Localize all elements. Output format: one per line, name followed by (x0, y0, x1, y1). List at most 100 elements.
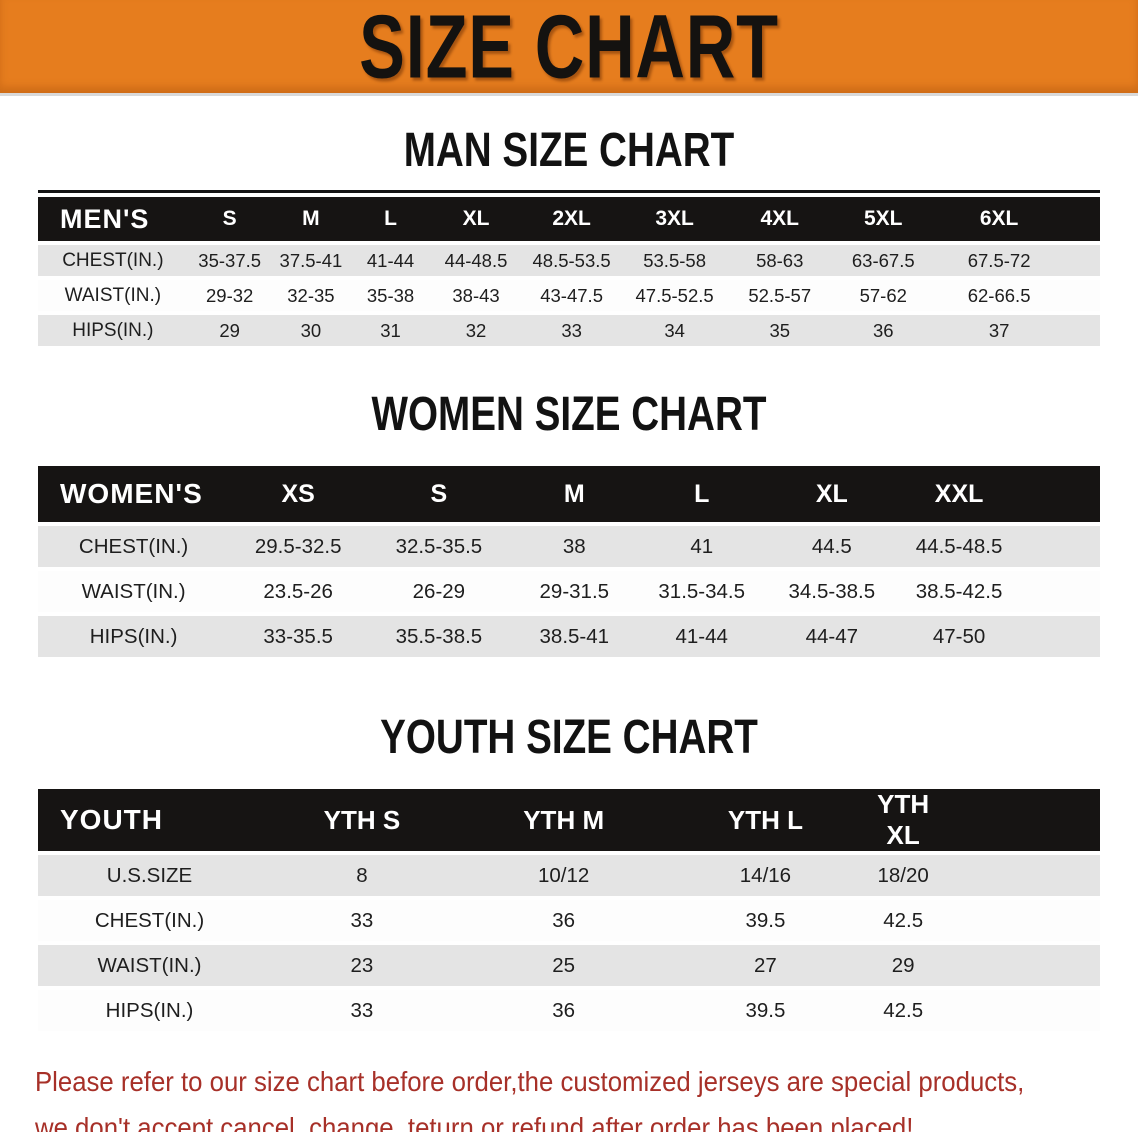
measurement-cell: 38.5-41 (510, 616, 638, 657)
measurement-cell: 41-44 (350, 245, 431, 276)
section-men: MAN SIZE CHART MEN'S S M L XL 2XL 3XL 4XL 5XL 6XL… (0, 125, 1138, 350)
table-row: HIPS(IN.) 33-35.5 35.5-38.5 38.5-41 41-44 44-… (38, 616, 1100, 657)
row-label-cell: U.S.SIZE (38, 855, 262, 896)
measurement-cell: 29 (866, 945, 1100, 986)
measurement-cell: 29-31.5 (510, 571, 638, 612)
disclaimer-line-2: we don't accept cancel, change, teturn o… (34, 1112, 914, 1132)
table-row: HIPS(IN.) 33 36 39.5 42.5 (38, 990, 1100, 1031)
size-column-header: M (271, 197, 351, 241)
section-youth: YOUTH SIZE CHART YOUTH YTH S YTH M YTH L YTH… (0, 708, 1138, 1035)
measurement-cell: 41 (638, 526, 766, 567)
measurement-cell: 34.5-38.5 (765, 571, 899, 612)
men-size-table: MEN'S S M L XL 2XL 3XL 4XL 5XL 6XL CHEST(IN.) 35-37… (38, 190, 1100, 350)
size-column-header: 3XL (622, 197, 728, 241)
measurement-cell: 8 (261, 855, 463, 896)
size-column-header: S (187, 197, 272, 241)
table-row: WAIST(IN.) 29-32 32-35 35-38 38-43 43-47.5 47.… (38, 280, 1100, 311)
measurement-cell: 41-44 (638, 616, 766, 657)
measurement-cell: 14/16 (664, 855, 867, 896)
measurement-cell: 10/12 (462, 855, 665, 896)
table-row: WAIST(IN.) 23 25 27 29 (38, 945, 1100, 986)
table-row: CHEST(IN.) 33 36 39.5 42.5 (38, 900, 1100, 941)
measurement-cell: 38 (510, 526, 638, 567)
measurement-cell: 33-35.5 (229, 616, 368, 657)
row-label-cell: WAIST(IN.) (38, 280, 188, 311)
row-label-cell: HIPS(IN.) (38, 616, 230, 657)
measurement-cell: 31 (350, 315, 431, 346)
row-label-cell: CHEST(IN.) (38, 526, 230, 567)
size-column-header: XL (765, 466, 899, 522)
measurement-cell: 23.5-26 (229, 571, 368, 612)
measurement-cell: 37.5-41 (271, 245, 351, 276)
row-label-cell: WAIST(IN.) (38, 571, 230, 612)
measurement-cell: 33 (521, 315, 623, 346)
measurement-cell: 44-47 (765, 616, 899, 657)
measurement-cell: 35-37.5 (187, 245, 272, 276)
measurement-cell: 48.5-53.5 (521, 245, 623, 276)
size-column-header: 4XL (727, 197, 833, 241)
measurement-cell: 18/20 (866, 855, 1100, 896)
measurement-cell: 32.5-35.5 (367, 526, 511, 567)
youth-section-heading: YOUTH SIZE CHART (380, 708, 758, 764)
size-column-header: M (510, 466, 638, 522)
table-header-row: YOUTH YTH S YTH M YTH L YTH XL (38, 789, 1100, 851)
measurement-cell: 36 (832, 315, 935, 346)
measurement-cell: 25 (462, 945, 665, 986)
measurement-cell: 27 (664, 945, 867, 986)
table-row: HIPS(IN.) 29 30 31 32 33 34 35 36 37 (38, 315, 1100, 346)
measurement-cell: 23 (261, 945, 463, 986)
size-column-header: S (367, 466, 511, 522)
size-column-header: 6XL (934, 197, 1100, 241)
measurement-cell: 29-32 (187, 280, 272, 311)
measurement-cell: 35.5-38.5 (367, 616, 511, 657)
size-column-header: XXL (898, 466, 1100, 522)
size-column-header: L (350, 197, 431, 241)
size-column-header: YTH M (462, 789, 665, 851)
row-label-cell: HIPS(IN.) (38, 315, 188, 346)
measurement-cell: 47-50 (898, 616, 1100, 657)
size-column-header: 5XL (832, 197, 935, 241)
measurement-cell: 58-63 (727, 245, 833, 276)
measurement-cell: 63-67.5 (832, 245, 935, 276)
row-label-cell: WAIST(IN.) (38, 945, 262, 986)
disclaimer: Please refer to our size chart before or… (0, 1059, 1047, 1132)
measurement-cell: 44-48.5 (430, 245, 522, 276)
table-title-cell: MEN'S (38, 197, 188, 241)
disclaimer-line-1: Please refer to our size chart before or… (34, 1066, 1025, 1097)
row-label-cell: CHEST(IN.) (38, 900, 262, 941)
measurement-cell: 53.5-58 (622, 245, 728, 276)
table-header-row: MEN'S S M L XL 2XL 3XL 4XL 5XL 6XL (38, 197, 1100, 241)
size-column-header: XS (229, 466, 368, 522)
measurement-cell: 33 (261, 900, 463, 941)
measurement-cell: 62-66.5 (934, 280, 1100, 311)
measurement-cell: 34 (622, 315, 728, 346)
measurement-cell: 57-62 (832, 280, 935, 311)
table-title-cell: YOUTH (38, 789, 262, 851)
measurement-cell: 44.5-48.5 (898, 526, 1100, 567)
size-column-header: YTH S (261, 789, 463, 851)
row-label-cell: CHEST(IN.) (38, 245, 188, 276)
measurement-cell: 36 (462, 900, 665, 941)
size-column-header: YTH XL (866, 789, 1100, 851)
measurement-cell: 39.5 (664, 990, 867, 1031)
youth-size-table: YOUTH YTH S YTH M YTH L YTH XL U.S.SIZE 8 10/12… (38, 785, 1100, 1035)
measurement-cell: 35 (727, 315, 833, 346)
banner: SIZE CHART (0, 0, 1138, 96)
measurement-cell: 42.5 (866, 990, 1100, 1031)
row-label-cell: HIPS(IN.) (38, 990, 262, 1031)
size-column-header: L (638, 466, 766, 522)
measurement-cell: 38.5-42.5 (898, 571, 1100, 612)
measurement-cell: 29.5-32.5 (229, 526, 368, 567)
table-header-row: WOMEN'S XS S M L XL XXL (38, 466, 1100, 522)
measurement-cell: 35-38 (350, 280, 431, 311)
women-size-table: WOMEN'S XS S M L XL XXL CHEST(IN.) 29.5-32.5 32.5… (38, 462, 1100, 661)
table-row: U.S.SIZE 8 10/12 14/16 18/20 (38, 855, 1100, 896)
table-row: CHEST(IN.) 29.5-32.5 32.5-35.5 38 41 44.5 44.5… (38, 526, 1100, 567)
table-row: CHEST(IN.) 35-37.5 37.5-41 41-44 44-48.5 48.5… (38, 245, 1100, 276)
measurement-cell: 29 (187, 315, 272, 346)
measurement-cell: 43-47.5 (521, 280, 623, 311)
measurement-cell: 39.5 (664, 900, 867, 941)
measurement-cell: 67.5-72 (934, 245, 1100, 276)
measurement-cell: 37 (934, 315, 1100, 346)
